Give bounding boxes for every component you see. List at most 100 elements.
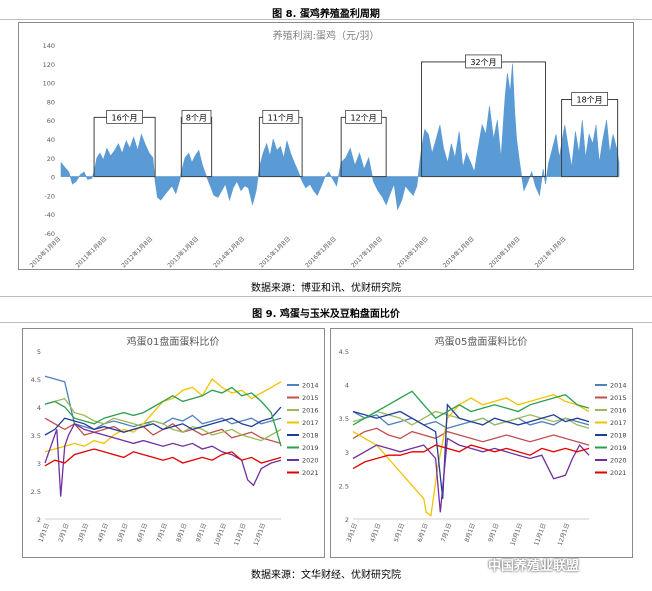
x-tick-label: 11月1日 <box>233 522 248 546</box>
y-tick-label: 4.5 <box>31 376 41 384</box>
series-line-2014 <box>352 410 590 430</box>
series-line-2021 <box>352 444 590 470</box>
legend-label: 2017 <box>610 419 627 427</box>
x-tick-label: 10月1日 <box>213 522 228 546</box>
y-tick-label: 2.5 <box>339 482 349 490</box>
chart2-svg: 鸡蛋01盘面蛋料比价 2 2.5 3 3.5 4 4.5 5 1月1日 2月1日 3月1日 4月1日 5… <box>31 335 319 547</box>
figure8-title: 图 8. 蛋鸡养殖盈利周期 <box>272 9 380 20</box>
y-tick-label: 20 <box>47 155 55 163</box>
cycle-label: 12个月 <box>351 113 377 122</box>
legend-label: 2015 <box>610 394 627 402</box>
legend-label: 2015 <box>302 394 319 402</box>
cycle-label: 11个月 <box>268 113 294 122</box>
y-tick-label: 0 <box>51 174 55 182</box>
y-tick-label: 3 <box>345 449 349 457</box>
x-tick-label: 2010年1月8日 <box>28 235 63 269</box>
series-line-2021 <box>44 448 282 467</box>
x-tick-label: 2017年1月8日 <box>349 235 384 269</box>
cycle-label-box <box>571 92 609 106</box>
legend-label: 2020 <box>302 457 319 465</box>
x-tick-label: 2月1日 <box>57 522 70 543</box>
divider <box>0 322 652 323</box>
legend-label: 2017 <box>302 419 319 427</box>
x-tick-label: 12月1日 <box>557 522 572 546</box>
cycle-label: 18个月 <box>577 96 603 105</box>
legend-label: 2018 <box>610 432 627 440</box>
y-tick-label: 2 <box>37 516 41 524</box>
legend-label: 2016 <box>302 407 319 415</box>
chart3-svg: 鸡蛋05盘面蛋料比价 2 2.5 3 3.5 4 4.5 3月1日 4月1日 5月1日 6月1日 7月… <box>339 335 627 547</box>
series-line-2019 <box>44 386 282 447</box>
x-tick-label: 2012年1月8日 <box>120 235 155 269</box>
x-tick-label: 5月1日 <box>116 522 129 543</box>
chart1-svg: 养殖利润:蛋鸡（元/羽） -60 -40 -20 0 20 40 60 80 100 120 140 2… <box>28 29 620 269</box>
series-line-2014 <box>44 375 282 431</box>
x-tick-label: 4月1日 <box>369 522 382 543</box>
series-line-2019 <box>352 390 590 426</box>
x-tick-label: 7月1日 <box>156 522 169 543</box>
y-tick-label: 100 <box>43 80 55 88</box>
figure9-title: 图 9. 鸡蛋与玉米及豆粕盘面比价 <box>252 309 400 320</box>
legend-label: 2016 <box>610 407 627 415</box>
legend-label: 2019 <box>302 444 319 452</box>
y-tick-label: 40 <box>47 136 55 144</box>
series-line-2018 <box>352 403 590 499</box>
y-tick-label: 140 <box>43 42 55 50</box>
x-tick-label: 2011年1月8日 <box>74 235 109 269</box>
y-tick-label: 4.5 <box>339 348 349 356</box>
x-tick-label: 2019年1月8日 <box>441 235 476 269</box>
x-tick-label: 6月1日 <box>136 522 149 543</box>
y-tick-label: 3.5 <box>31 432 41 440</box>
figure8-source: 数据来源：博亚和讯、优财研究院 <box>251 283 401 294</box>
y-tick-label: 2.5 <box>31 488 41 496</box>
divider <box>0 19 652 20</box>
y-tick-label: 120 <box>43 61 55 69</box>
cycle-label-box <box>465 54 502 69</box>
chart3-frame: 鸡蛋05盘面蛋料比价 2 2.5 3 3.5 4 4.5 3月1日 4月1日 5月1日 6月1日 7月… <box>330 328 633 558</box>
x-tick-label: 8月1日 <box>175 522 188 543</box>
y-tick-label: -40 <box>44 211 55 219</box>
series-line-2015 <box>352 427 590 446</box>
legend-label: 2014 <box>610 382 627 390</box>
x-tick-label: 4月1日 <box>97 522 110 543</box>
x-tick-label: 9月1日 <box>195 522 208 543</box>
y-tick-label: 4 <box>37 404 41 412</box>
x-tick-label: 2014年1月8日 <box>212 235 247 269</box>
y-tick-label: 3.5 <box>339 415 349 423</box>
x-tick-label: 2013年1月8日 <box>166 235 201 269</box>
x-tick-label: 3月1日 <box>346 522 359 543</box>
x-tick-label: 3月1日 <box>77 522 90 543</box>
cycle-label-box <box>345 109 383 124</box>
chart-title: 鸡蛋05盘面蛋料比价 <box>435 335 528 348</box>
x-tick-label: 2021年1月8日 <box>533 235 568 269</box>
legend-label: 2020 <box>610 457 627 465</box>
y-tick-label: 2 <box>345 516 349 524</box>
x-tick-label: 2020年1月8日 <box>487 235 522 269</box>
chart-title: 养殖利润:蛋鸡（元/羽） <box>273 29 380 42</box>
chart1-frame: 养殖利润:蛋鸡（元/羽） -60 -40 -20 0 20 40 60 80 100 120 140 2… <box>18 22 634 270</box>
x-tick-label: 12月1日 <box>253 522 268 546</box>
watermark-logo: 中国养殖业联盟 <box>488 559 580 574</box>
divider <box>0 296 652 297</box>
x-tick-label: 9月1日 <box>487 522 500 543</box>
x-tick-label: 1月1日 <box>38 522 51 543</box>
legend-label: 2021 <box>302 469 319 477</box>
series-line-2016 <box>44 397 282 442</box>
figure9-source: 数据来源：文华财经、优财研究院 <box>251 570 401 581</box>
cycle-label: 16个月 <box>112 113 138 122</box>
series-line-2020 <box>44 422 282 497</box>
y-tick-label: 60 <box>47 117 55 125</box>
x-tick-label: 11月1日 <box>533 522 548 546</box>
legend-label: 2018 <box>302 432 319 440</box>
series-line-2020 <box>352 437 590 513</box>
chart2-frame: 鸡蛋01盘面蛋料比价 2 2.5 3 3.5 4 4.5 5 1月1日 2月1日 3月1日 4月1日 5… <box>22 328 325 558</box>
y-tick-label: 80 <box>47 98 55 106</box>
y-tick-label: -60 <box>44 230 55 238</box>
x-tick-label: 5月1日 <box>393 522 406 543</box>
x-tick-label: 2016年1月8日 <box>303 235 338 269</box>
series-line-2016 <box>352 410 590 429</box>
x-tick-label: 7月1日 <box>440 522 453 543</box>
chart-title: 鸡蛋01盘面蛋料比价 <box>127 335 220 348</box>
x-tick-label: 6月1日 <box>416 522 429 543</box>
cycle-label: 8个月 <box>186 113 207 122</box>
